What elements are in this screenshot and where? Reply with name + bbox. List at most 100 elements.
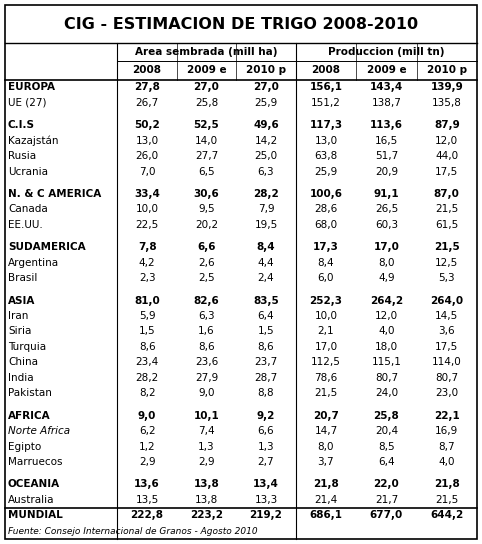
Text: 25,0: 25,0: [254, 151, 278, 161]
Text: SUDAMERICA: SUDAMERICA: [8, 242, 86, 252]
Text: 21,5: 21,5: [435, 205, 458, 214]
Text: 8,6: 8,6: [198, 342, 215, 352]
Text: 113,6: 113,6: [370, 120, 403, 131]
Text: 27,0: 27,0: [194, 83, 219, 92]
Text: 156,1: 156,1: [309, 83, 342, 92]
Text: 22,0: 22,0: [374, 479, 399, 490]
Text: 24,0: 24,0: [375, 388, 398, 398]
Text: 4,4: 4,4: [258, 258, 274, 268]
Text: 8,4: 8,4: [257, 242, 275, 252]
Text: 23,7: 23,7: [254, 357, 278, 367]
Text: 25,8: 25,8: [195, 98, 218, 108]
Text: 10,1: 10,1: [194, 411, 219, 421]
Text: 50,2: 50,2: [134, 120, 160, 131]
Text: 87,0: 87,0: [434, 189, 460, 199]
Text: 8,5: 8,5: [378, 442, 395, 452]
Text: Siria: Siria: [8, 326, 31, 337]
Text: OCEANIA: OCEANIA: [8, 479, 60, 490]
Text: Australia: Australia: [8, 495, 54, 505]
Text: 61,5: 61,5: [435, 220, 458, 230]
Text: UE (27): UE (27): [8, 98, 46, 108]
Text: Turquia: Turquia: [8, 342, 46, 352]
Text: 4,0: 4,0: [439, 457, 455, 467]
Text: 20,2: 20,2: [195, 220, 218, 230]
Text: Produccion (mill tn): Produccion (mill tn): [328, 47, 444, 57]
Text: 10,0: 10,0: [314, 311, 337, 321]
Text: 83,5: 83,5: [253, 295, 279, 306]
Text: 6,4: 6,4: [258, 311, 274, 321]
Text: 68,0: 68,0: [314, 220, 337, 230]
Text: 26,0: 26,0: [135, 151, 159, 161]
Text: 81,0: 81,0: [134, 295, 160, 306]
Text: 44,0: 44,0: [435, 151, 458, 161]
Text: 6,2: 6,2: [139, 426, 155, 436]
Text: 5,9: 5,9: [139, 311, 155, 321]
Text: 9,5: 9,5: [198, 205, 215, 214]
Text: 27,0: 27,0: [253, 83, 279, 92]
Text: 8,6: 8,6: [258, 342, 274, 352]
Text: 13,6: 13,6: [134, 479, 160, 490]
Text: 644,2: 644,2: [430, 510, 463, 520]
Text: 13,4: 13,4: [253, 479, 279, 490]
Text: 17,0: 17,0: [314, 342, 337, 352]
Text: 114,0: 114,0: [432, 357, 462, 367]
Text: 6,3: 6,3: [258, 166, 274, 177]
Text: 27,8: 27,8: [134, 83, 160, 92]
Text: 151,2: 151,2: [311, 98, 341, 108]
Text: 252,3: 252,3: [309, 295, 342, 306]
Text: Area sembrada (mill ha): Area sembrada (mill ha): [135, 47, 278, 57]
Text: MUNDIAL: MUNDIAL: [8, 510, 63, 520]
Text: C.I.S: C.I.S: [8, 120, 35, 131]
Text: CIG - ESTIMACION DE TRIGO 2008-2010: CIG - ESTIMACION DE TRIGO 2008-2010: [64, 17, 418, 32]
Text: 7,8: 7,8: [138, 242, 156, 252]
Text: 4,0: 4,0: [378, 326, 395, 337]
Text: 17,3: 17,3: [313, 242, 339, 252]
Text: 25,9: 25,9: [314, 166, 337, 177]
Text: 264,0: 264,0: [430, 295, 463, 306]
Text: 17,5: 17,5: [435, 342, 458, 352]
Text: Pakistan: Pakistan: [8, 388, 52, 398]
Text: 4,2: 4,2: [139, 258, 155, 268]
Text: AFRICA: AFRICA: [8, 411, 51, 421]
Text: China: China: [8, 357, 38, 367]
Text: 25,8: 25,8: [374, 411, 399, 421]
Text: 14,0: 14,0: [195, 136, 218, 146]
Text: 30,6: 30,6: [194, 189, 219, 199]
Text: 49,6: 49,6: [253, 120, 279, 131]
Text: 139,9: 139,9: [430, 83, 463, 92]
Text: 13,0: 13,0: [135, 136, 159, 146]
Text: 1,3: 1,3: [258, 442, 274, 452]
Text: 1,5: 1,5: [139, 326, 155, 337]
Text: 22,1: 22,1: [434, 411, 460, 421]
Text: Egipto: Egipto: [8, 442, 41, 452]
Text: Rusia: Rusia: [8, 151, 36, 161]
Text: 117,3: 117,3: [309, 120, 343, 131]
Text: 10,0: 10,0: [135, 205, 159, 214]
Text: 686,1: 686,1: [309, 510, 342, 520]
Text: 21,7: 21,7: [375, 495, 398, 505]
Text: 138,7: 138,7: [372, 98, 402, 108]
Text: 2,1: 2,1: [318, 326, 335, 337]
Text: 115,1: 115,1: [372, 357, 402, 367]
Text: 3,6: 3,6: [439, 326, 455, 337]
Text: 13,8: 13,8: [194, 479, 219, 490]
Text: 143,4: 143,4: [370, 83, 403, 92]
Text: 27,9: 27,9: [195, 373, 218, 383]
Text: 12,0: 12,0: [435, 136, 458, 146]
Text: 25,9: 25,9: [254, 98, 278, 108]
Text: 20,9: 20,9: [375, 166, 398, 177]
Text: 27,7: 27,7: [195, 151, 218, 161]
Text: 17,0: 17,0: [374, 242, 399, 252]
Text: 16,9: 16,9: [435, 426, 458, 436]
Text: ASIA: ASIA: [8, 295, 35, 306]
Text: 23,0: 23,0: [435, 388, 458, 398]
Text: Brasil: Brasil: [8, 273, 38, 283]
Text: 9,0: 9,0: [198, 388, 215, 398]
Text: 2008: 2008: [133, 65, 161, 75]
Text: 1,6: 1,6: [198, 326, 215, 337]
Text: 6,4: 6,4: [378, 457, 395, 467]
Text: 22,5: 22,5: [135, 220, 159, 230]
Text: 8,7: 8,7: [439, 442, 455, 452]
Text: 2,9: 2,9: [198, 457, 215, 467]
Text: 13,5: 13,5: [135, 495, 159, 505]
